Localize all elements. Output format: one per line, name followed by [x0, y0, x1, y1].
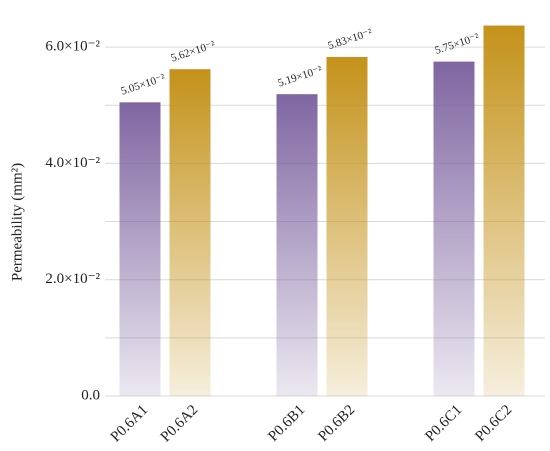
- bar: [483, 25, 525, 397]
- bar: [119, 102, 161, 397]
- value-label: 5.05×10⁻²: [120, 72, 168, 98]
- x-tick-label: P0.6B1: [265, 402, 308, 445]
- y-tick-label: 6.0×10⁻²: [45, 39, 100, 55]
- bar: [326, 56, 368, 397]
- x-tick-label: P0.6C2: [472, 402, 515, 445]
- x-tick-label: P0.6C1: [422, 402, 465, 445]
- x-tick-label: P0.6A2: [158, 402, 201, 445]
- y-tick-label: 2.0×10⁻²: [45, 271, 100, 287]
- x-tick-label: P0.6A1: [108, 402, 151, 445]
- y-axis-label: Permeability (mm²): [9, 163, 25, 281]
- value-label: 5.83×10⁻²: [327, 27, 375, 53]
- value-label: 5.19×10⁻²: [277, 64, 325, 90]
- x-tick-label: P0.6B2: [315, 402, 358, 445]
- value-label: 5.62×10⁻²: [170, 39, 218, 65]
- y-tick-label: 4.0×10⁻²: [45, 155, 100, 171]
- value-label: 5.75×10⁻²: [434, 31, 482, 57]
- bar: [169, 69, 211, 396]
- bar: [433, 61, 475, 396]
- bar: [276, 94, 318, 396]
- y-tick-label: 0.0: [81, 387, 100, 403]
